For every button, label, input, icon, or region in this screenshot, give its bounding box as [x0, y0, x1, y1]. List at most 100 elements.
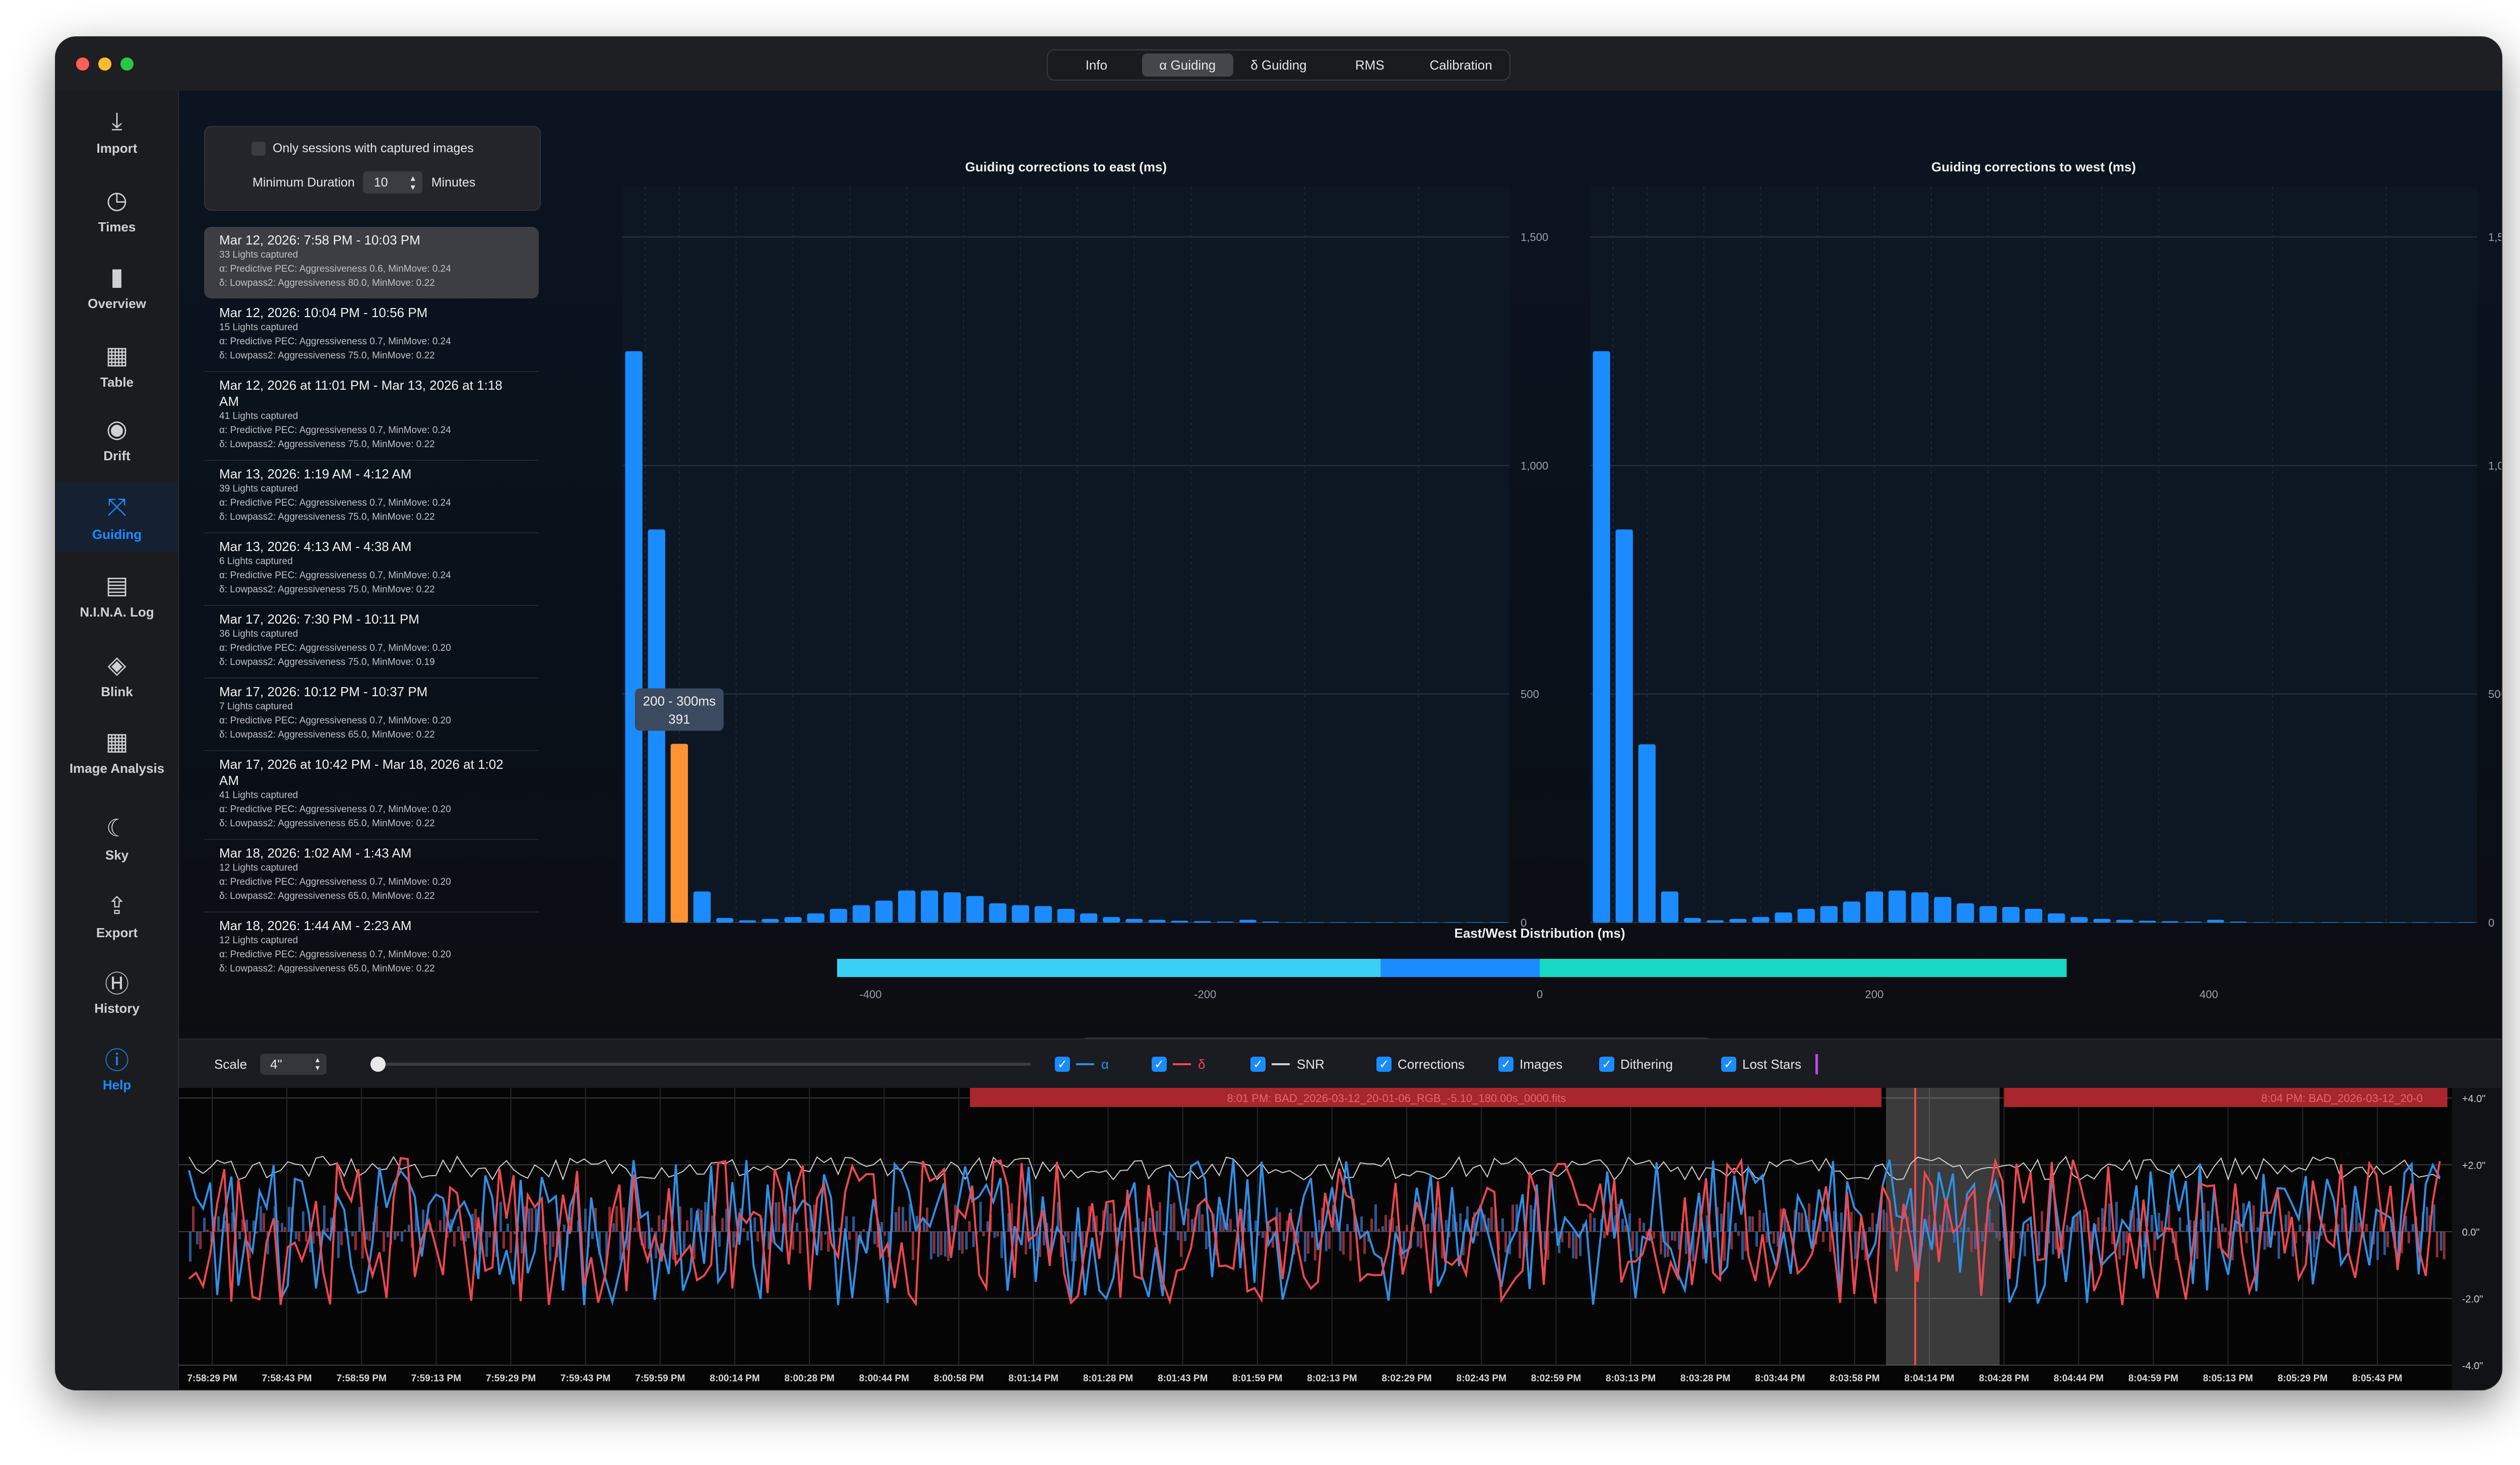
- zoom-slider-track[interactable]: [375, 1063, 1031, 1066]
- histogram-bar[interactable]: [2230, 922, 2247, 923]
- histogram-bar[interactable]: [1911, 892, 1929, 923]
- histogram-bar[interactable]: [966, 896, 984, 923]
- histogram-bar[interactable]: [1375, 922, 1393, 923]
- histogram-bar[interactable]: [2002, 907, 2020, 923]
- histogram-bar[interactable]: [2320, 922, 2338, 923]
- sidebar-item-10[interactable]: ⇪ Export: [56, 880, 178, 951]
- histogram-bar[interactable]: [1285, 922, 1302, 923]
- session-item[interactable]: Mar 17, 2026: 10:12 PM - 10:37 PM 7 Light…: [204, 679, 539, 751]
- histogram-bar[interactable]: [2116, 920, 2133, 923]
- histogram-bar[interactable]: [1353, 922, 1370, 923]
- toggle-1[interactable]: ✓ δ: [1152, 1040, 1205, 1089]
- histogram-bar[interactable]: [2138, 921, 2156, 923]
- sidebar-item-9[interactable]: ☾ Sky: [56, 803, 178, 873]
- histogram-bar[interactable]: [1683, 918, 1702, 923]
- tab-4[interactable]: Calibration: [1429, 57, 1492, 73]
- image-exposure-band[interactable]: [970, 1088, 1881, 1107]
- histogram-bar[interactable]: [1444, 922, 1462, 923]
- histogram-bar[interactable]: [762, 919, 779, 923]
- histogram-bar[interactable]: [1034, 906, 1052, 923]
- sidebar-item-11[interactable]: Ⓗ History: [56, 956, 178, 1026]
- histogram-bar[interactable]: [1888, 890, 1906, 923]
- histogram-bar[interactable]: [1171, 921, 1188, 923]
- toggle-4[interactable]: ✓ Images: [1498, 1040, 1562, 1089]
- session-item[interactable]: Mar 18, 2026: 1:02 AM - 1:43 AM 12 Lights…: [204, 840, 539, 912]
- checkbox-checked-icon[interactable]: ✓: [1376, 1057, 1392, 1072]
- checkbox-checked-icon[interactable]: ✓: [1599, 1057, 1614, 1072]
- distribution-segment-east[interactable]: [837, 959, 1381, 977]
- sidebar-item-3[interactable]: ▦ Table: [56, 330, 178, 400]
- histogram-bar[interactable]: [2184, 922, 2202, 923]
- sidebar-item-12[interactable]: ⓘ Help: [56, 1032, 178, 1103]
- histogram-bar[interactable]: [2025, 908, 2043, 923]
- histogram-bar[interactable]: [739, 920, 757, 923]
- histogram-bar[interactable]: [1797, 908, 1815, 923]
- sidebar-item-8[interactable]: ▦ Image Analysis: [56, 716, 178, 786]
- sidebar-item-7[interactable]: ◈ Blink: [56, 639, 178, 710]
- histogram-bar[interactable]: [2434, 922, 2452, 923]
- histogram-bar[interactable]: [1752, 917, 1770, 923]
- histogram-bar[interactable]: [1957, 903, 1974, 923]
- toggle-5[interactable]: ✓ Dithering: [1599, 1040, 1673, 1089]
- zoom-slider-thumb[interactable]: [370, 1057, 386, 1072]
- histogram-bar[interactable]: [2207, 920, 2225, 923]
- histogram-bar[interactable]: [2457, 922, 2475, 923]
- histogram-bar[interactable]: [2275, 922, 2293, 923]
- histogram-bar[interactable]: [1638, 744, 1656, 923]
- histogram-bar[interactable]: [625, 351, 643, 923]
- histogram-bar[interactable]: [1865, 891, 1883, 923]
- session-item[interactable]: Mar 17, 2026: 7:30 PM - 10:11 PM 36 Light…: [204, 606, 539, 679]
- only-captured-checkbox[interactable]: [251, 141, 266, 156]
- histogram-bar[interactable]: [2161, 921, 2179, 923]
- histogram-bar[interactable]: [2047, 913, 2065, 923]
- toggle-0[interactable]: ✓ α: [1055, 1040, 1109, 1089]
- sidebar-item-0[interactable]: ⤓ Import: [56, 96, 178, 166]
- histogram-bar[interactable]: [1489, 922, 1507, 923]
- histogram-bar[interactable]: [989, 903, 1006, 923]
- histogram-bar[interactable]: [1239, 920, 1257, 923]
- histogram-bar[interactable]: [1615, 529, 1633, 923]
- session-item[interactable]: Mar 13, 2026: 4:13 AM - 4:38 AM 6 Lights …: [204, 533, 539, 606]
- sidebar-item-1[interactable]: ◷ Times: [56, 174, 178, 245]
- image-exposure-band[interactable]: [2004, 1088, 2447, 1107]
- histogram-bar[interactable]: [1593, 351, 1610, 923]
- histogram-bar[interactable]: [1193, 921, 1211, 923]
- histogram-bar[interactable]: [716, 918, 734, 923]
- histogram-bar[interactable]: [2093, 919, 2111, 923]
- histogram-bar[interactable]: [807, 913, 825, 923]
- checkbox-checked-icon[interactable]: ✓: [1721, 1057, 1736, 1072]
- histogram-bar[interactable]: [2070, 917, 2088, 923]
- histogram-bar[interactable]: [784, 917, 802, 923]
- scale-select[interactable]: 4" ▴ ▾: [260, 1054, 327, 1075]
- guiding-timeline-chart[interactable]: +4.0" +2.0" 0.0" -2.0" -4.0" 7:58:29 PM 7:58:4…: [179, 1088, 2501, 1389]
- histogram-bar[interactable]: [1148, 920, 1166, 923]
- histogram-bar[interactable]: [830, 908, 847, 923]
- close-window-button[interactable]: [76, 57, 89, 71]
- checkbox-checked-icon[interactable]: ✓: [1250, 1057, 1266, 1072]
- tab-2[interactable]: δ Guiding: [1250, 57, 1307, 73]
- zoom-window-button[interactable]: [120, 57, 134, 71]
- histogram-bar[interactable]: [2252, 922, 2270, 923]
- histogram-bar[interactable]: [1934, 897, 1951, 923]
- histogram-bar[interactable]: [670, 744, 688, 923]
- toggle-2[interactable]: ✓ SNR: [1250, 1040, 1325, 1089]
- histogram-bar[interactable]: [1729, 919, 1747, 923]
- tab-0[interactable]: Info: [1085, 57, 1108, 73]
- histogram-bar[interactable]: [2343, 922, 2361, 923]
- histogram-bar[interactable]: [1661, 891, 1679, 923]
- session-item[interactable]: Mar 17, 2026 at 10:42 PM - Mar 18, 2026 …: [204, 751, 539, 840]
- histogram-bar[interactable]: [1398, 922, 1416, 923]
- session-item[interactable]: Mar 12, 2026: 10:04 PM - 10:56 PM 15 Ligh…: [204, 299, 539, 372]
- histogram-bar[interactable]: [1216, 922, 1234, 923]
- histogram-bar[interactable]: [1707, 920, 1724, 923]
- session-item[interactable]: Mar 12, 2026 at 11:01 PM - Mar 13, 2026 …: [204, 372, 539, 461]
- only-captured-row[interactable]: Only sessions with captured images: [251, 141, 474, 156]
- histogram-bar[interactable]: [852, 905, 870, 923]
- histogram-bar[interactable]: [1080, 913, 1098, 923]
- tab-1[interactable]: α Guiding: [1142, 53, 1233, 77]
- histogram-bar[interactable]: [1775, 912, 1792, 923]
- checkbox-checked-icon[interactable]: ✓: [1152, 1057, 1167, 1072]
- histogram-bar[interactable]: [1843, 901, 1861, 923]
- min-duration-stepper[interactable]: 10 ▴ ▾: [362, 171, 422, 194]
- histogram-bar[interactable]: [1467, 922, 1484, 923]
